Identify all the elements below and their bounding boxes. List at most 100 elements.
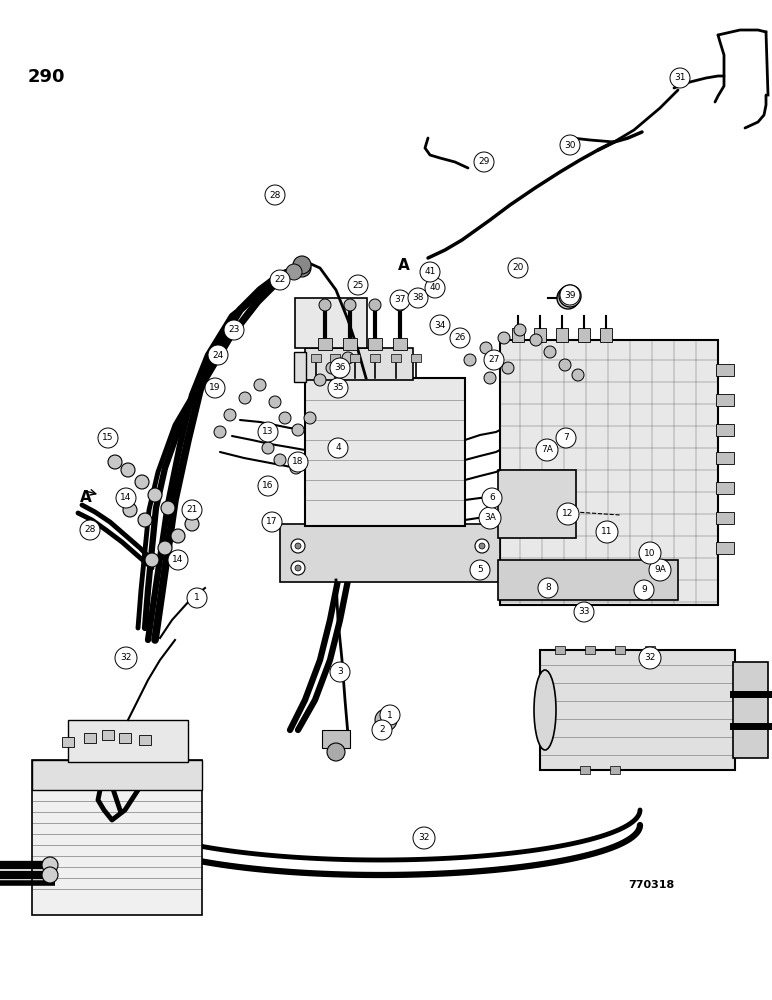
Circle shape xyxy=(171,529,185,543)
Bar xyxy=(556,328,568,342)
Bar xyxy=(391,354,401,362)
Circle shape xyxy=(498,332,510,344)
Bar xyxy=(32,760,202,790)
Circle shape xyxy=(290,462,302,474)
Circle shape xyxy=(375,709,397,731)
Circle shape xyxy=(292,424,304,436)
Circle shape xyxy=(295,565,301,571)
Circle shape xyxy=(530,334,542,346)
Circle shape xyxy=(330,358,350,378)
Circle shape xyxy=(42,867,58,883)
Circle shape xyxy=(161,501,175,515)
Text: 3: 3 xyxy=(337,668,343,676)
Bar xyxy=(716,424,734,436)
Bar xyxy=(512,328,524,342)
Bar xyxy=(716,482,734,494)
Bar xyxy=(716,542,734,554)
Circle shape xyxy=(514,324,526,336)
Circle shape xyxy=(508,258,528,278)
Text: 28: 28 xyxy=(269,190,281,200)
Circle shape xyxy=(208,345,228,365)
Text: 2: 2 xyxy=(379,726,384,734)
Circle shape xyxy=(634,580,654,600)
Ellipse shape xyxy=(557,287,579,309)
Circle shape xyxy=(258,422,278,442)
Text: 14: 14 xyxy=(172,556,184,564)
Circle shape xyxy=(123,503,137,517)
Bar xyxy=(280,524,500,582)
Circle shape xyxy=(390,290,410,310)
Bar xyxy=(84,733,96,743)
Text: 6: 6 xyxy=(489,493,495,502)
Circle shape xyxy=(258,476,278,496)
Circle shape xyxy=(479,507,501,529)
Ellipse shape xyxy=(534,670,556,750)
Bar xyxy=(322,730,350,748)
Bar xyxy=(716,452,734,464)
Text: 3A: 3A xyxy=(484,514,496,522)
Circle shape xyxy=(413,827,435,849)
Bar xyxy=(139,735,151,745)
Circle shape xyxy=(479,543,485,549)
Circle shape xyxy=(474,152,494,172)
Bar xyxy=(295,298,367,348)
Circle shape xyxy=(293,256,311,274)
Circle shape xyxy=(330,662,350,682)
Bar xyxy=(645,646,655,654)
Circle shape xyxy=(482,488,502,508)
Circle shape xyxy=(286,264,302,280)
Text: 26: 26 xyxy=(454,334,466,342)
Circle shape xyxy=(369,299,381,311)
Circle shape xyxy=(224,409,236,421)
Circle shape xyxy=(670,68,690,88)
Text: 30: 30 xyxy=(564,140,576,149)
Circle shape xyxy=(214,426,226,438)
Circle shape xyxy=(270,270,290,290)
Bar xyxy=(68,720,188,762)
Bar xyxy=(498,470,576,538)
Circle shape xyxy=(394,299,406,311)
Circle shape xyxy=(254,379,266,391)
Circle shape xyxy=(168,550,188,570)
Circle shape xyxy=(559,285,581,307)
Circle shape xyxy=(328,378,348,398)
Circle shape xyxy=(450,328,470,348)
Text: 12: 12 xyxy=(562,510,574,518)
Text: 29: 29 xyxy=(479,157,489,166)
Text: 35: 35 xyxy=(332,383,344,392)
Bar xyxy=(368,338,382,350)
Circle shape xyxy=(425,278,445,298)
Circle shape xyxy=(559,359,571,371)
Text: 32: 32 xyxy=(645,654,655,662)
Bar xyxy=(102,730,114,740)
Text: 10: 10 xyxy=(645,548,655,558)
Text: 13: 13 xyxy=(262,428,274,436)
Circle shape xyxy=(304,412,316,424)
Bar xyxy=(294,352,306,382)
Circle shape xyxy=(464,354,476,366)
Circle shape xyxy=(475,561,489,575)
Circle shape xyxy=(148,488,162,502)
Text: A: A xyxy=(398,258,410,273)
Text: 8: 8 xyxy=(545,584,551,592)
Circle shape xyxy=(185,517,199,531)
Text: A: A xyxy=(80,490,92,505)
Circle shape xyxy=(470,560,490,580)
Text: 1: 1 xyxy=(387,710,393,720)
Text: 25: 25 xyxy=(352,280,364,290)
Circle shape xyxy=(115,647,137,669)
Circle shape xyxy=(205,378,225,398)
Circle shape xyxy=(239,392,251,404)
Circle shape xyxy=(502,362,514,374)
Bar xyxy=(610,766,620,774)
Text: 27: 27 xyxy=(489,356,499,364)
Text: 17: 17 xyxy=(266,518,278,526)
Circle shape xyxy=(342,352,354,364)
Bar xyxy=(540,650,735,770)
Circle shape xyxy=(42,857,58,873)
Text: 39: 39 xyxy=(564,290,576,300)
Circle shape xyxy=(295,543,301,549)
Bar xyxy=(580,766,590,774)
Circle shape xyxy=(279,412,291,424)
Circle shape xyxy=(420,262,440,282)
